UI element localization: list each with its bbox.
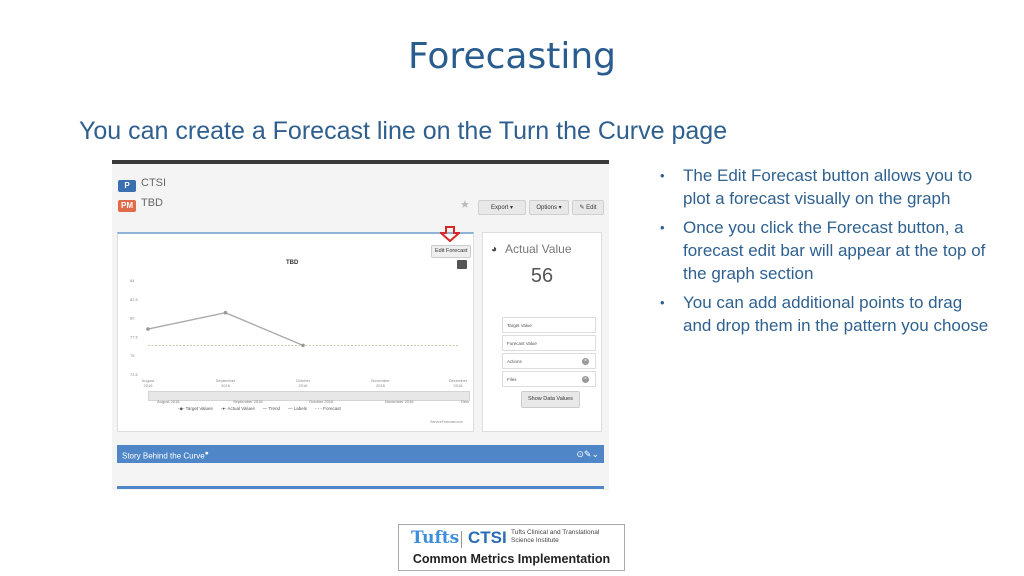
line-chart[interactable]: 8482.58077.57572.5August2016September201… bbox=[128, 274, 468, 394]
x-tick-label: 2016 bbox=[376, 383, 386, 388]
forecast-value-field[interactable]: Forecast Value bbox=[502, 335, 596, 351]
x-tick-label: October bbox=[296, 378, 311, 383]
legend-item[interactable]: — Trend bbox=[262, 406, 280, 411]
slide-subtitle: You can create a Forecast line on the Tu… bbox=[79, 117, 728, 145]
legend-item[interactable]: -◆- Target Values bbox=[178, 406, 213, 411]
star-icon[interactable]: ★ bbox=[460, 199, 470, 211]
logo-tufts: Tufts bbox=[411, 528, 460, 548]
show-data-values-button[interactable]: Show Data Values bbox=[521, 391, 580, 408]
x-tick-label: December bbox=[449, 378, 468, 383]
dashboard-icon: ◕ bbox=[491, 244, 498, 255]
x-tick-label: November bbox=[371, 378, 390, 383]
bullet-item: You can add additional points to drag an… bbox=[660, 291, 990, 337]
x-tick-label: August bbox=[142, 378, 155, 383]
actual-point bbox=[301, 343, 305, 348]
story-behind-curve-bar[interactable]: Story Behind the Curve● ⊙✎⌄ bbox=[117, 445, 604, 463]
export-button[interactable]: Export ▾ bbox=[478, 200, 526, 215]
y-tick-label: 80 bbox=[130, 316, 135, 321]
slider-tick-label: December 2016 bbox=[461, 399, 469, 404]
chart-menu-icon[interactable] bbox=[457, 260, 467, 269]
chart-footer: ServiceForecast.com bbox=[430, 420, 463, 424]
chart-legend: -◆- Target Values -●- Actual Values — Tren… bbox=[178, 406, 349, 412]
slider-tick-label: August 2016 bbox=[157, 399, 180, 404]
logo-program: Common Metrics Implementation bbox=[412, 552, 611, 566]
story-actions-icon[interactable]: ⊙✎⌄ bbox=[576, 449, 599, 459]
y-tick-label: 82.5 bbox=[130, 297, 139, 302]
files-toggle-icon[interactable]: × bbox=[582, 376, 589, 383]
y-tick-label: 77.5 bbox=[130, 334, 139, 339]
x-tick-label: September bbox=[216, 378, 236, 383]
chart-title: TBD bbox=[286, 260, 299, 266]
actual-point bbox=[146, 327, 150, 331]
edit-forecast-button[interactable]: Edit Forecast bbox=[431, 245, 472, 258]
bullet-list: The Edit Forecast button allows you to p… bbox=[660, 164, 990, 343]
measure-label: TBD bbox=[141, 197, 163, 209]
bottom-bar bbox=[117, 486, 604, 489]
story-label: Story Behind the Curve bbox=[122, 451, 205, 461]
slider-tick-label: September 2016 bbox=[233, 399, 263, 404]
actual-value-number: 56 bbox=[530, 265, 554, 287]
legend-item[interactable]: -●- Actual Values bbox=[220, 406, 255, 411]
slider-tick-label: November 2016 bbox=[385, 399, 414, 404]
bullet-item: Once you click the Forecast button, a fo… bbox=[660, 216, 990, 285]
actions-field[interactable]: Actions × bbox=[502, 353, 596, 369]
measure-badge: PM bbox=[118, 200, 136, 212]
program-badge: P bbox=[118, 180, 136, 192]
range-slider[interactable]: August 2016 September 2016 October 2016 Nov… bbox=[148, 391, 490, 404]
y-tick-label: 75 bbox=[130, 353, 135, 358]
legend-item[interactable]: — Labels bbox=[287, 406, 307, 411]
slide-title: Forecasting bbox=[407, 36, 616, 77]
x-tick-label: 2016 bbox=[144, 383, 154, 388]
x-tick-label: 2016 bbox=[221, 383, 231, 388]
red-arrow-icon bbox=[440, 226, 460, 242]
slider-tick-label: October 2016 bbox=[309, 399, 334, 404]
tufts-ctsi-logo: Tufts CTSI Tufts Clinical and Translatio… bbox=[398, 524, 625, 571]
x-tick-label: 2016 bbox=[454, 383, 464, 388]
actions-toggle-icon[interactable]: × bbox=[582, 358, 589, 365]
actual-series-line bbox=[147, 311, 304, 347]
logo-institute: Tufts Clinical and Translational Science… bbox=[511, 529, 600, 544]
files-field[interactable]: Files × bbox=[502, 371, 596, 387]
logo-ctsi: CTSI bbox=[468, 528, 507, 547]
y-tick-label: 72.5 bbox=[130, 372, 139, 377]
legend-item[interactable]: - - - Forecast bbox=[315, 406, 341, 411]
turn-the-curve-screenshot: P CTSI PM TBD ★ Export ▾ Options ▾ ✎ Edi… bbox=[112, 160, 609, 490]
y-tick-label: 84 bbox=[130, 278, 135, 283]
actual-value-panel: ◕ Actual Value 56 Target Value Forecast … bbox=[482, 232, 602, 432]
bullet-item: The Edit Forecast button allows you to p… bbox=[660, 164, 990, 210]
graph-panel: Edit Forecast TBD 84 82.5 80 77.5 75 72.5 Augu… bbox=[117, 226, 490, 432]
slider-labels: August 2016 September 2016 October 2016 Nov… bbox=[157, 399, 490, 404]
actual-value-title: Actual Value bbox=[505, 242, 572, 256]
x-tick-label: 2016 bbox=[299, 383, 309, 388]
actual-point bbox=[223, 310, 228, 315]
options-button[interactable]: Options ▾ bbox=[529, 200, 569, 215]
program-label: CTSI bbox=[141, 177, 167, 189]
target-value-field[interactable]: Target Value bbox=[502, 317, 596, 333]
edit-button[interactable]: ✎ Edit bbox=[572, 200, 604, 215]
